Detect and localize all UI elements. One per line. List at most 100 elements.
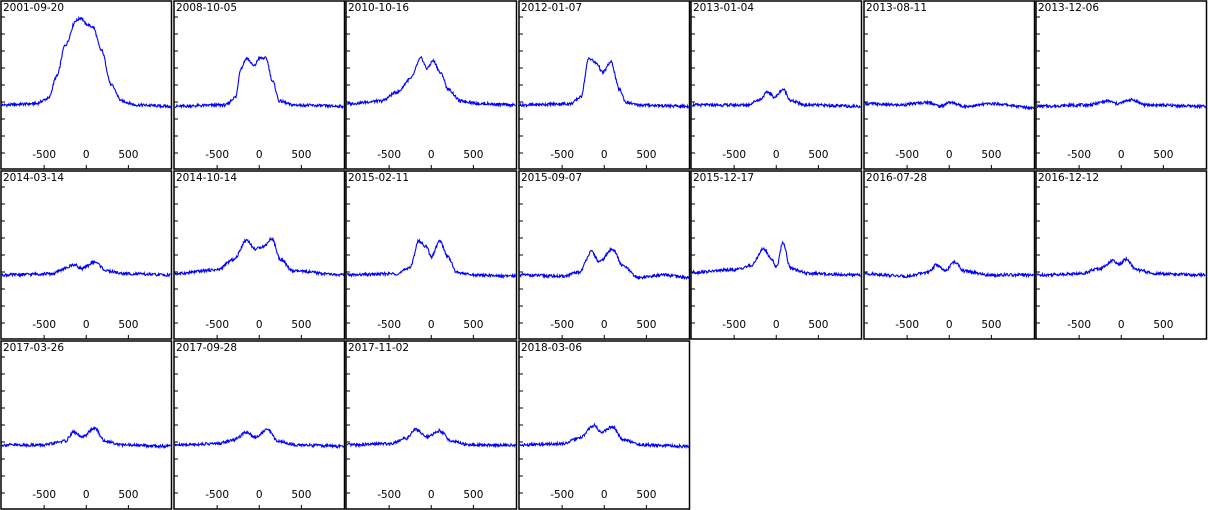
- spectrum-line: [864, 259, 1034, 279]
- spectrum-panel: -500 0 500 2017-11-02: [345, 340, 518, 510]
- spectrum-panel: -500 0 500 2016-07-28: [862, 170, 1036, 340]
- x-tick-label: 0: [428, 149, 435, 161]
- x-tick-label: -500: [377, 319, 401, 331]
- spectrum-line: [173, 236, 344, 278]
- panel-frame: [0, 170, 173, 340]
- spectrum-plot: -500 0 500 2016-12-12: [1035, 170, 1208, 340]
- spectrum-plot: -500 0 500 2016-07-28: [862, 170, 1035, 340]
- x-tick-label: -500: [722, 149, 746, 161]
- spectrum-panel: -500 0 500 2010-10-16: [345, 0, 518, 170]
- spectrum-line: [1, 259, 171, 278]
- spectrum-line: [346, 427, 517, 449]
- x-tick-label: 500: [636, 149, 656, 161]
- spectrum-line: [1, 426, 171, 450]
- x-tick-label: 500: [118, 149, 138, 161]
- spectrum-line: [518, 246, 689, 280]
- spectrum-line: [864, 99, 1034, 111]
- spectrum-panel: -500 0 500 2012-01-07: [517, 0, 691, 170]
- x-tick-label: 0: [1118, 319, 1125, 331]
- spectrum-plot: -500 0 500 2010-10-16: [345, 0, 518, 170]
- panel-frame: [345, 0, 518, 170]
- spectrum-panel: -500 0 500 2014-03-14: [0, 170, 173, 340]
- x-tick-label: 500: [291, 489, 311, 501]
- panel-frame: [345, 340, 518, 510]
- x-tick-label: 0: [600, 319, 607, 331]
- spectrum-plot: -500 0 500 2017-03-26: [0, 340, 173, 510]
- spectrum-panel: -500 0 500 2001-09-20: [0, 0, 173, 170]
- panel-title: 2015-02-11: [348, 172, 409, 184]
- spectrum-plot: -500 0 500 2014-03-14: [0, 170, 173, 340]
- x-tick-label: 0: [83, 489, 90, 501]
- panel-title: 2008-10-05: [176, 2, 237, 14]
- panel-title: 2015-12-17: [693, 172, 754, 184]
- panel-title: 2017-11-02: [348, 342, 409, 354]
- x-tick-label: 500: [981, 149, 1001, 161]
- panel-title: 2014-10-14: [176, 172, 237, 184]
- x-tick-label: -500: [1067, 319, 1091, 331]
- x-tick-label: 500: [463, 489, 483, 501]
- x-tick-label: 500: [118, 489, 138, 501]
- x-tick-label: -500: [32, 319, 56, 331]
- panel-title: 2018-03-06: [521, 342, 582, 354]
- x-tick-label: 500: [808, 319, 828, 331]
- x-tick-label: 0: [83, 319, 90, 331]
- x-tick-label: -500: [722, 319, 746, 331]
- x-tick-label: -500: [550, 489, 574, 501]
- spectrum-line: [1, 15, 172, 110]
- x-tick-label: -500: [377, 489, 401, 501]
- x-tick-label: 0: [773, 149, 780, 161]
- panel-frame: [1035, 170, 1208, 340]
- spectrum-plot: -500 0 500 2001-09-20: [0, 0, 173, 170]
- panel-title: 2017-09-28: [176, 342, 237, 354]
- spectrum-line: [1036, 255, 1206, 279]
- panel-frame: [517, 340, 690, 510]
- spectrum-panel: -500 0 500 2015-09-07: [517, 170, 691, 340]
- spectrum-line: [173, 428, 344, 449]
- panel-frame: [172, 0, 345, 170]
- spectrum-plot: -500 0 500 2018-03-06: [517, 340, 690, 510]
- panel-frame: [172, 340, 345, 510]
- x-tick-label: 500: [1153, 319, 1173, 331]
- spectrum-plot: -500 0 500 2015-09-07: [517, 170, 690, 340]
- panel-frame: [345, 170, 518, 340]
- x-tick-label: -500: [32, 489, 56, 501]
- x-tick-label: -500: [550, 319, 574, 331]
- x-tick-label: 0: [1118, 149, 1125, 161]
- spectrum-panel: -500 0 500 2008-10-05: [172, 0, 346, 170]
- panel-title: 2014-03-14: [3, 172, 64, 184]
- spectrum-plot: -500 0 500 2013-01-04: [690, 0, 863, 170]
- x-tick-label: 500: [636, 319, 656, 331]
- spectrum-plot: -500 0 500 2015-12-17: [690, 170, 863, 340]
- spectrum-panel: -500 0 500 2013-12-06: [1035, 0, 1208, 170]
- spectrum-line: [518, 56, 689, 110]
- panel-title: 2015-09-07: [521, 172, 582, 184]
- x-tick-label: -500: [32, 149, 56, 161]
- spectrum-panel: -500 0 500 2017-03-26: [0, 340, 173, 510]
- panel-frame: [172, 170, 345, 340]
- x-tick-label: -500: [550, 149, 574, 161]
- x-tick-label: 0: [945, 319, 952, 331]
- x-tick-label: 500: [636, 489, 656, 501]
- panel-title: 2013-08-11: [866, 2, 927, 14]
- x-tick-label: -500: [895, 319, 919, 331]
- x-tick-label: 0: [945, 149, 952, 161]
- spectrum-line: [691, 88, 861, 109]
- panel-frame: [862, 170, 1035, 340]
- x-tick-label: -500: [377, 149, 401, 161]
- spectrum-plot: -500 0 500 2013-08-11: [862, 0, 1035, 170]
- panel-frame: [0, 340, 173, 510]
- spectrum-panel: -500 0 500 2014-10-14: [172, 170, 346, 340]
- x-tick-label: 500: [808, 149, 828, 161]
- x-tick-label: 500: [291, 149, 311, 161]
- panel-frame: [517, 0, 690, 170]
- x-tick-label: 0: [428, 319, 435, 331]
- panel-frame: [690, 170, 863, 340]
- spectrum-panel: -500 0 500 2015-12-17: [690, 170, 863, 340]
- spectrum-line: [174, 55, 344, 110]
- panel-title: 2016-12-12: [1038, 172, 1099, 184]
- spectrum-panel: -500 0 500 2016-12-12: [1035, 170, 1208, 340]
- spectrum-plot: -500 0 500 2014-10-14: [172, 170, 345, 340]
- spectrum-panel: -500 0 500 2017-09-28: [172, 340, 346, 510]
- panel-frame: [1035, 0, 1208, 170]
